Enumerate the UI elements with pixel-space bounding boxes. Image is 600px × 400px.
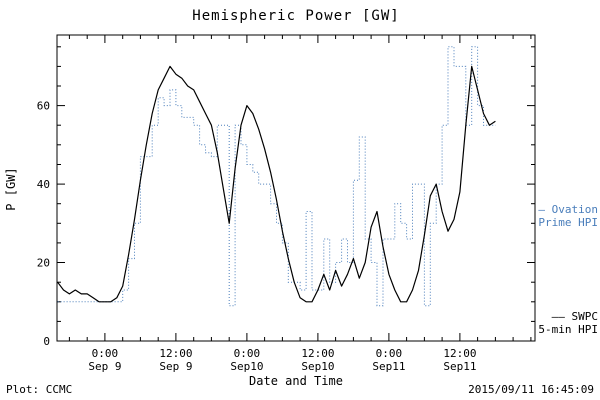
legend-ovation-line2: Prime HPI xyxy=(538,216,598,229)
x-tick-label-time: 12:00 xyxy=(301,347,334,360)
x-tick-label-date: Sep 9 xyxy=(159,360,192,373)
legend-ovation-line1: Ovation xyxy=(551,203,598,216)
x-tick-label-time: 12:00 xyxy=(159,347,192,360)
x-axis-label: Date and Time xyxy=(249,374,343,388)
x-tick-label-date: Sep11 xyxy=(372,360,405,373)
legend-swpc-line2: 5-min HPI xyxy=(538,323,598,336)
legend-ovation-dash-icon: – xyxy=(538,203,546,216)
legend-swpc-dash-icon: —— xyxy=(551,310,565,323)
plot-source-label: Plot: CCMC xyxy=(6,383,73,396)
legend-swpc: —— SWPC 5-min HPI xyxy=(522,310,598,336)
y-axis-label: P [GW] xyxy=(4,167,18,211)
plot-frame xyxy=(56,34,536,342)
y-tick-label: 0 xyxy=(43,335,50,348)
y-tick-label: 20 xyxy=(37,257,50,270)
y-tick-label: 60 xyxy=(37,100,50,113)
x-tick-label-time: 12:00 xyxy=(443,347,476,360)
x-tick-label-date: Sep 9 xyxy=(88,360,121,373)
x-tick-label-date: Sep10 xyxy=(301,360,334,373)
chart-title: Hemispheric Power [GW] xyxy=(192,8,400,24)
series-ovation-prime-hpi xyxy=(57,46,496,307)
x-tick-label-date: Sep10 xyxy=(230,360,263,373)
y-tick-label: 40 xyxy=(37,178,50,191)
series-swpc-5min-hpi xyxy=(57,65,496,303)
x-tick-label-time: 0:00 xyxy=(376,347,403,360)
legend-ovation: – Ovation Prime HPI xyxy=(522,203,598,229)
x-tick-label-time: 0:00 xyxy=(92,347,119,360)
x-tick-label-date: Sep11 xyxy=(443,360,476,373)
x-tick-label-time: 0:00 xyxy=(234,347,261,360)
legend-swpc-line1: SWPC xyxy=(571,310,599,323)
plot-timestamp: 2015/09/11 16:45:09 xyxy=(468,383,594,396)
